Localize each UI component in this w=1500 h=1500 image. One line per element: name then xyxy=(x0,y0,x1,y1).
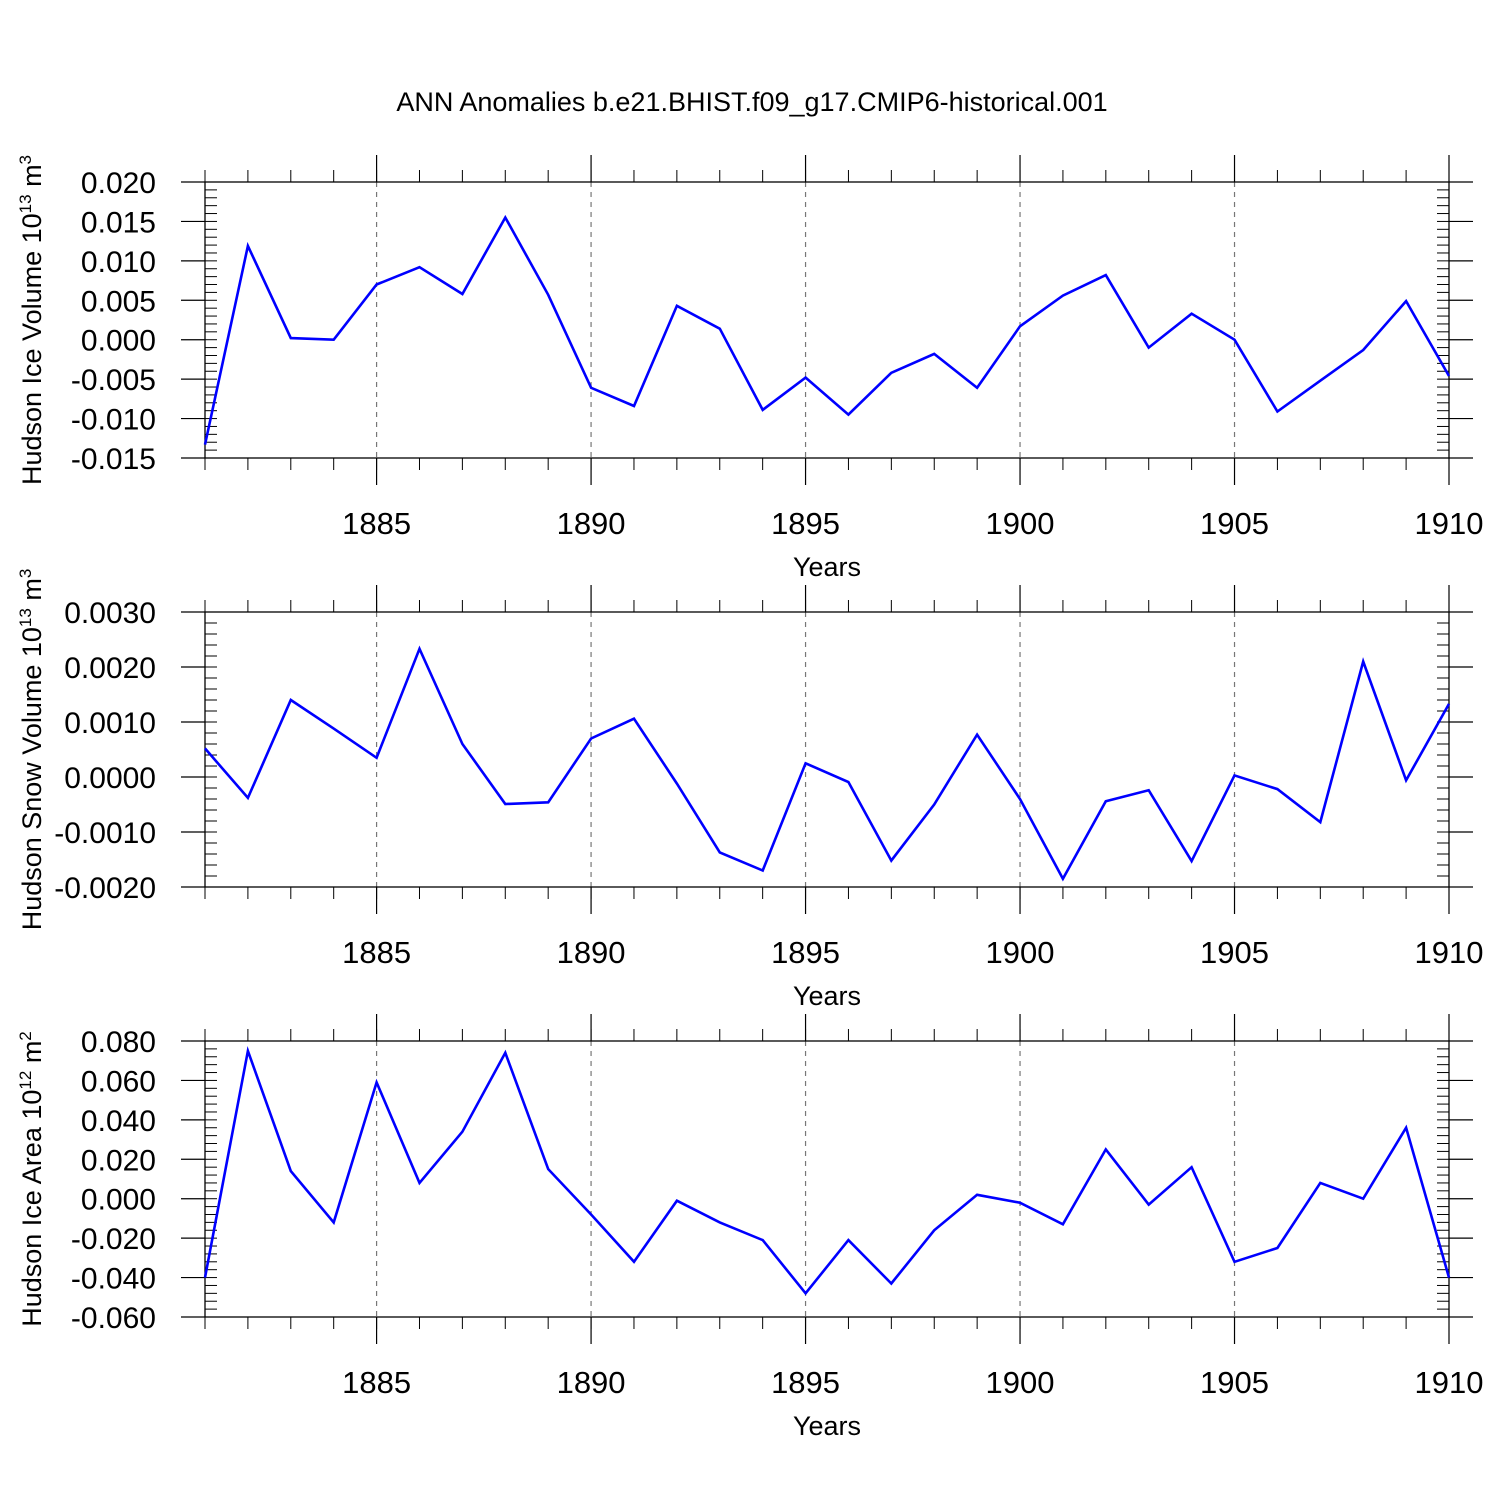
x-tick-label: 1900 xyxy=(986,1365,1055,1400)
y-tick-label: 0.015 xyxy=(81,206,156,239)
y-axis-label: Hudson Ice Area 1012 m2 xyxy=(16,1031,47,1327)
x-tick-label: 1895 xyxy=(771,1365,840,1400)
y-tick-label: 0.040 xyxy=(81,1105,156,1138)
y-tick-label: -0.0020 xyxy=(54,872,156,905)
y-tick-label: 0.0030 xyxy=(64,597,156,630)
plot-frame xyxy=(204,181,1450,459)
plot-frame xyxy=(204,611,1450,888)
y-tick-label: 0.080 xyxy=(81,1026,156,1059)
x-tick-label: 1885 xyxy=(342,506,411,541)
y-axis-label: Hudson Ice Volume 1013 m3 xyxy=(16,155,47,485)
x-tick-label: 1900 xyxy=(986,506,1055,541)
y-label-exponent: 12 xyxy=(16,1071,35,1090)
y-label-text: Hudson Ice Volume 10 xyxy=(17,213,47,485)
y-label-unit: m xyxy=(17,1041,47,1071)
y-axis-label: Hudson Snow Volume 1013 m3 xyxy=(16,569,47,931)
x-axis-label: Years xyxy=(793,552,861,582)
x-tick-label: 1905 xyxy=(1200,506,1269,541)
series-line xyxy=(204,645,1451,882)
x-axis-label: Years xyxy=(793,1411,861,1441)
panels: -0.015 -0.010 -0.005 0.000 0.005 0.010 0.015 0.… xyxy=(16,155,1483,1441)
x-tick-label: 1910 xyxy=(1415,935,1484,970)
y-label-unit: m xyxy=(17,164,47,194)
y-tick-label: 0.060 xyxy=(81,1065,156,1098)
x-tick-label: 1885 xyxy=(342,1365,411,1400)
y-tick-label: -0.0010 xyxy=(54,817,156,850)
x-tick-label: 1890 xyxy=(557,1365,626,1400)
x-tick-label: 1910 xyxy=(1415,506,1484,541)
series-line xyxy=(203,214,1451,445)
x-tick-label: 1910 xyxy=(1415,1365,1484,1400)
y-label-text: Hudson Snow Volume 10 xyxy=(17,627,47,930)
y-tick-label: -0.060 xyxy=(71,1302,156,1335)
y-tick-label: 0.000 xyxy=(81,1184,156,1217)
y-label-unit: m xyxy=(17,578,47,608)
y-tick-label: 0.010 xyxy=(81,246,156,279)
y-tick-label: -0.005 xyxy=(71,364,156,397)
y-tick-label: 0.005 xyxy=(81,285,156,318)
y-label-exponent: 13 xyxy=(16,608,35,627)
x-tick-label: 1905 xyxy=(1200,1365,1269,1400)
y-label-exponent: 13 xyxy=(16,194,35,213)
x-tick-label: 1885 xyxy=(342,935,411,970)
x-tick-label: 1890 xyxy=(557,506,626,541)
y-tick-label: 0.0000 xyxy=(64,762,156,795)
y-tick-label: -0.040 xyxy=(71,1263,156,1296)
series-line xyxy=(203,1045,1451,1296)
y-label-exponent: 3 xyxy=(16,155,35,164)
y-tick-label: 0.020 xyxy=(81,1144,156,1177)
x-tick-label: 1895 xyxy=(771,935,840,970)
y-label-exponent: 3 xyxy=(16,569,35,578)
figure-title: ANN Anomalies b.e21.BHIST.f09_g17.CMIP6-… xyxy=(396,87,1107,117)
panel-2: -0.0020 -0.0010 0.0000 0.0010 0.0020 0.0030 18… xyxy=(16,569,1483,1011)
x-tick-label: 1895 xyxy=(771,506,840,541)
panel-3: -0.060 -0.040 -0.020 0.000 0.020 0.040 0.060 0.… xyxy=(16,1014,1483,1441)
y-tick-label: 0.020 xyxy=(81,167,156,200)
x-tick-label: 1890 xyxy=(557,935,626,970)
y-tick-label: -0.020 xyxy=(71,1223,156,1256)
x-tick-label: 1905 xyxy=(1200,935,1269,970)
y-label-exponent: 2 xyxy=(16,1031,35,1040)
plot-frame xyxy=(204,1040,1450,1318)
y-tick-label: 0.0010 xyxy=(64,707,156,740)
panel-1: -0.015 -0.010 -0.005 0.000 0.005 0.010 0.015 0.… xyxy=(16,155,1483,582)
y-tick-label: 0.000 xyxy=(81,325,156,358)
y-label-text: Hudson Ice Area 10 xyxy=(17,1090,47,1327)
y-tick-label: 0.0020 xyxy=(64,652,156,685)
x-tick-label: 1900 xyxy=(986,935,1055,970)
y-tick-label: -0.015 xyxy=(71,443,156,476)
y-tick-label: -0.010 xyxy=(71,404,156,437)
x-axis-label: Years xyxy=(793,981,861,1011)
